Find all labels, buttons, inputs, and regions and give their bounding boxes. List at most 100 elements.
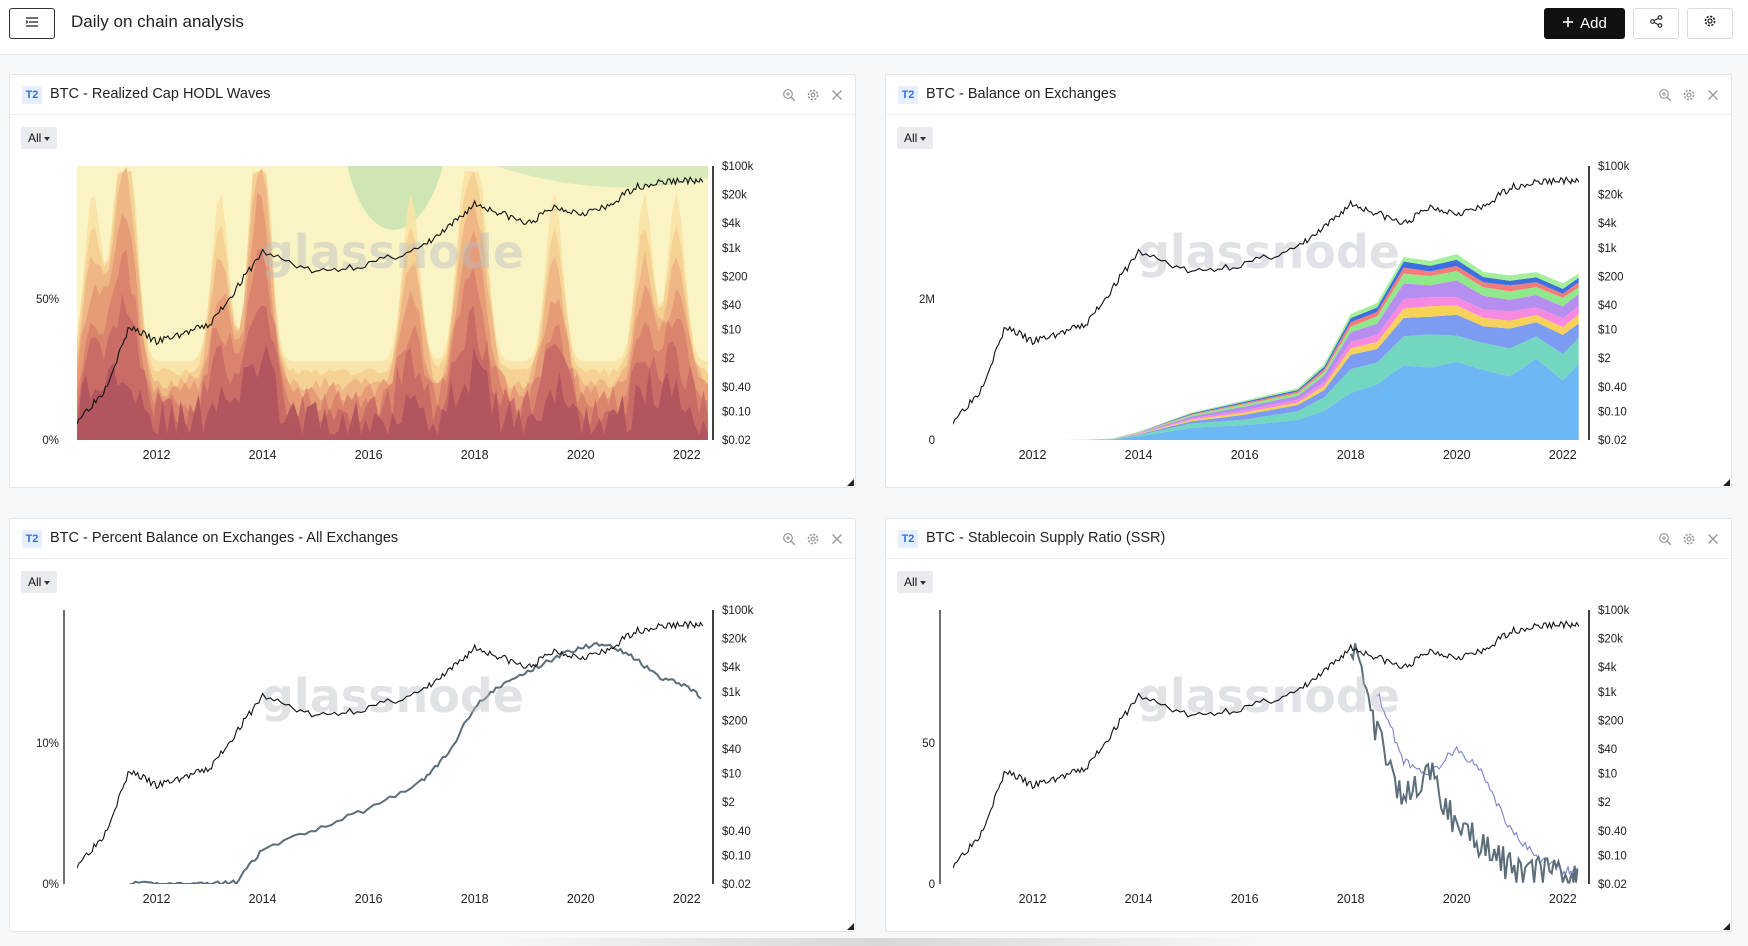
close-icon[interactable]: [1704, 530, 1721, 547]
x-tick-label: 2020: [1443, 448, 1471, 462]
x-tick-label: 2018: [461, 448, 489, 462]
panel-header: T2 BTC - Balance on Exchanges: [886, 75, 1731, 115]
right-tick-label: $1k: [1598, 687, 1617, 699]
right-tick-label: $0.40: [1598, 382, 1627, 394]
chart-panel-percent-balance: glassnode $100k $20k $4k $1k $200 $40 $10 $2 $0.4…: [9, 518, 856, 932]
right-tick-label: $0.10: [722, 406, 751, 418]
panel-header: T2 BTC - Realized Cap HODL Waves: [10, 75, 855, 115]
resize-handle[interactable]: [847, 923, 854, 930]
x-tick-label: 2022: [673, 892, 701, 906]
x-tick-label: 2012: [143, 892, 171, 906]
right-tick-label: $0.40: [722, 826, 751, 838]
wave-band: [77, 344, 708, 440]
right-tick-label: $1k: [722, 687, 741, 699]
tier-badge: T2: [22, 530, 42, 548]
ssr-line: [1349, 643, 1579, 884]
ssr-ma-line: [1376, 692, 1578, 876]
left-tick-label: 0%: [42, 879, 59, 891]
range-selector-value: All: [904, 131, 918, 145]
chart-canvas: glassnode $100k $20k $4k $1k $200 $40 $10 $2 $0.4…: [36, 605, 754, 906]
zoom-icon[interactable]: [780, 530, 797, 547]
x-tick-label: 2014: [1125, 448, 1153, 462]
exchange-area: [953, 297, 1579, 440]
right-tick-label: $200: [1598, 715, 1624, 727]
right-tick-label: $10: [722, 325, 741, 337]
axes: $100k $20k $4k $1k $200 $40 $10 $2 $0.40 $0.10 $0.…: [922, 605, 1629, 906]
resize-handle[interactable]: [1723, 923, 1730, 930]
x-tick-label: 2020: [567, 892, 595, 906]
range-selector[interactable]: All: [897, 571, 934, 593]
x-tick-label: 2018: [1337, 892, 1365, 906]
right-tick-label: $4k: [1598, 662, 1617, 674]
x-tick-label: 2016: [355, 892, 383, 906]
x-tick-label: 2012: [143, 448, 171, 462]
left-tick-label: 2M: [919, 294, 935, 306]
menu-toggle-button[interactable]: [9, 8, 55, 39]
exchange-area: [953, 314, 1579, 440]
resize-handle[interactable]: [847, 479, 854, 486]
list-menu-icon: [25, 15, 39, 33]
close-icon[interactable]: [1704, 86, 1721, 103]
left-tick-label: 50%: [36, 294, 59, 306]
dashboard-settings-button[interactable]: [1687, 8, 1733, 39]
right-tick-label: $4k: [722, 218, 741, 230]
right-tick-label: $40: [722, 744, 741, 756]
watermark: glassnode: [261, 225, 524, 279]
x-tick-label: 2014: [249, 892, 277, 906]
panel-settings-icon[interactable]: [1680, 530, 1697, 547]
right-tick-label: $0.10: [722, 850, 751, 862]
dashboard-title: Daily on chain analysis: [71, 12, 244, 31]
chevron-down-icon: [920, 131, 927, 145]
wave-band: [495, 166, 708, 188]
tier-badge: T2: [22, 86, 42, 104]
close-icon[interactable]: [828, 86, 845, 103]
watermark: glassnode: [261, 669, 524, 723]
right-tick-label: $100k: [1598, 161, 1630, 173]
range-selector-value: All: [28, 575, 42, 589]
axes: $100k $20k $4k $1k $200 $40 $10 $2 $0.40 $0.10 $0.…: [36, 161, 754, 462]
range-selector[interactable]: All: [21, 571, 58, 593]
right-tick-label: $20k: [722, 634, 747, 646]
close-icon[interactable]: [828, 530, 845, 547]
range-selector[interactable]: All: [21, 127, 58, 149]
right-tick-label: $4k: [1598, 218, 1617, 230]
right-tick-label: $20k: [1598, 634, 1623, 646]
chart-panel-ssr: glassnode $100k $20k $4k $1k $200 $40 $10 $2 $0.4…: [885, 518, 1732, 932]
chevron-down-icon: [44, 575, 51, 589]
right-tick-label: $1k: [1598, 243, 1617, 255]
panel-settings-icon[interactable]: [1680, 86, 1697, 103]
x-tick-label: 2012: [1019, 892, 1047, 906]
right-tick-label: $0.10: [1598, 850, 1627, 862]
right-tick-label: $0.02: [1598, 435, 1627, 447]
resize-handle[interactable]: [1723, 479, 1730, 486]
top-bar: Daily on chain analysis Add: [0, 0, 1748, 55]
panel-settings-icon[interactable]: [804, 86, 821, 103]
left-tick-label: 0: [929, 435, 935, 447]
share-button[interactable]: [1633, 8, 1679, 39]
add-chart-button[interactable]: Add: [1544, 8, 1625, 39]
chevron-down-icon: [44, 131, 51, 145]
metric-line: [130, 641, 702, 884]
exchange-area: [953, 334, 1579, 440]
plus-icon: [1562, 15, 1574, 32]
left-tick-label: 50: [922, 738, 935, 750]
zoom-icon[interactable]: [1656, 530, 1673, 547]
zoom-icon[interactable]: [1656, 86, 1673, 103]
range-selector[interactable]: All: [897, 127, 934, 149]
x-tick-label: 2016: [1231, 892, 1259, 906]
chevron-down-icon: [920, 575, 927, 589]
right-tick-label: $0.40: [1598, 826, 1627, 838]
right-tick-label: $0.02: [722, 879, 751, 891]
chart-panel-hodl-waves: glassnode $100k $20k $4k $1k $200 $40 $10 $2 $0.4…: [9, 74, 856, 488]
panel-title: BTC - Percent Balance on Exchanges - All…: [50, 530, 399, 546]
panel-actions: [1656, 530, 1721, 547]
panel-settings-icon[interactable]: [804, 530, 821, 547]
tier-badge: T2: [898, 530, 918, 548]
right-tick-label: $2: [722, 353, 735, 365]
x-tick-label: 2022: [673, 448, 701, 462]
x-tick-label: 2016: [355, 448, 383, 462]
right-tick-label: $1k: [722, 243, 741, 255]
x-tick-label: 2020: [1443, 892, 1471, 906]
right-tick-label: $2: [1598, 353, 1611, 365]
zoom-icon[interactable]: [780, 86, 797, 103]
